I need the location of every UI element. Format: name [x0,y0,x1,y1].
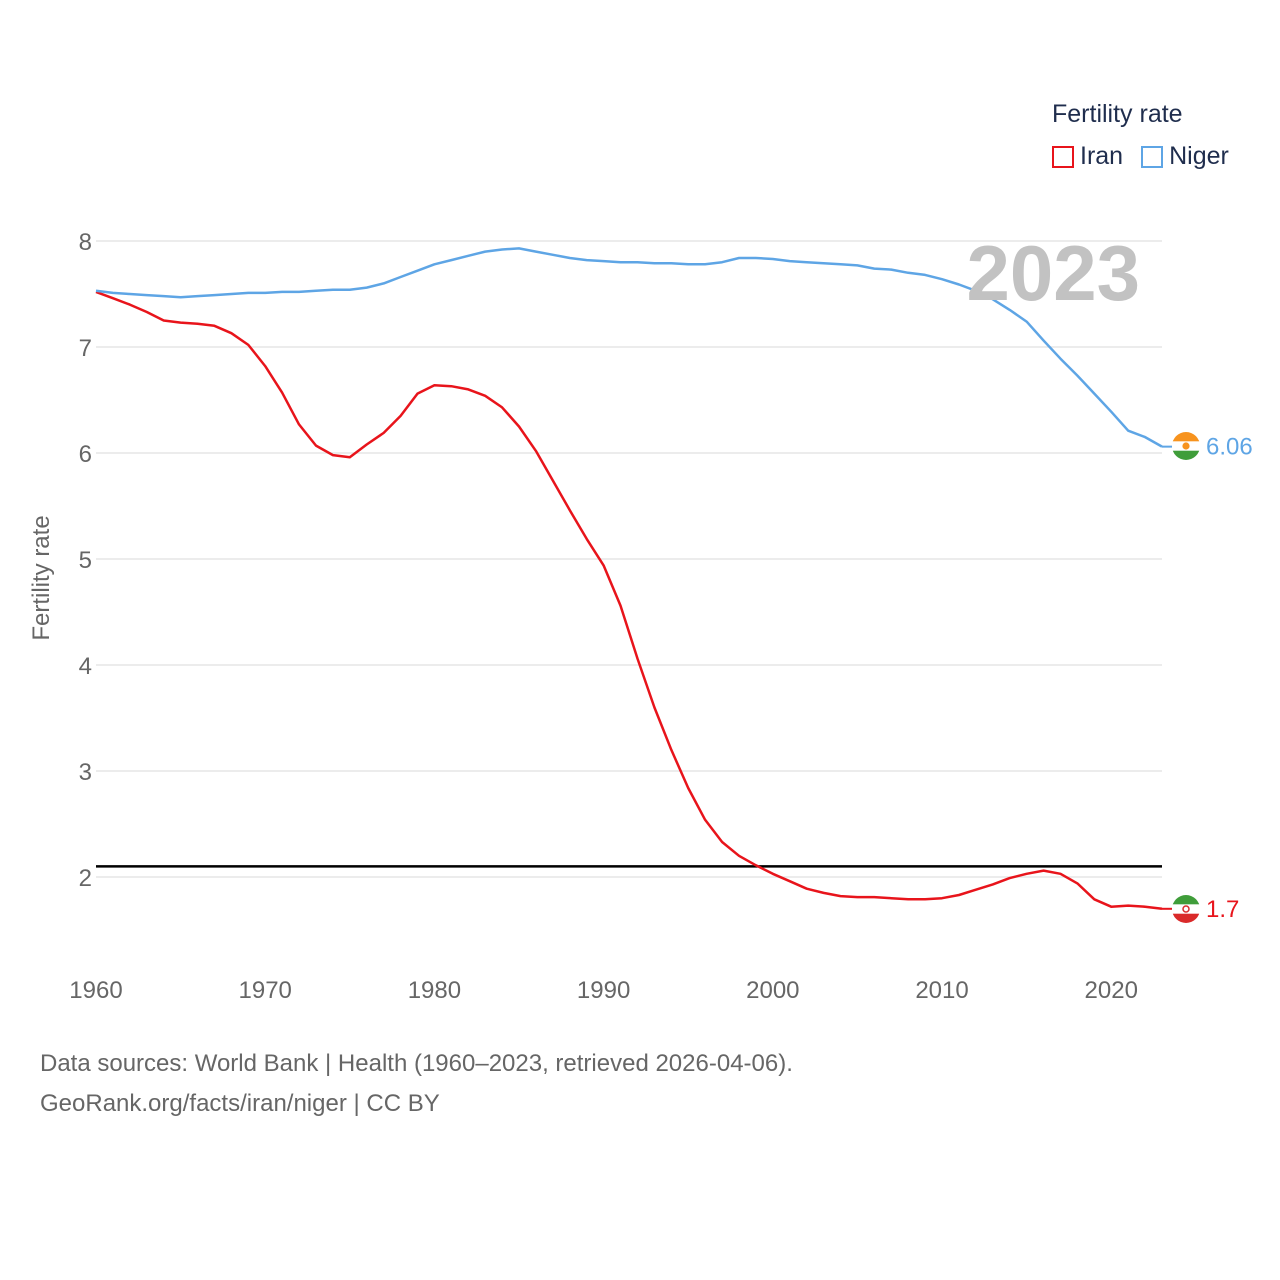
y-tick-label: 7 [79,335,92,362]
legend-title: Fertility rate [1052,100,1183,128]
series-end-labels: 1.7 6.06 [1206,434,1253,923]
y-tick-label: 6 [79,441,92,468]
y-axis-ticks: 2 3 4 5 6 7 8 [79,229,92,892]
end-label-iran: 1.7 [1206,896,1239,923]
series-line-iran [95,290,1163,911]
series-lines [95,247,1172,911]
iran-flag-icon [1172,895,1200,923]
legend-swatch-niger [1141,145,1164,168]
x-tick-label: 2010 [915,977,968,1004]
legend: Iran Niger [1052,142,1247,171]
series-line-niger [95,247,1163,448]
y-axis-label: Fertility rate [28,515,55,641]
x-tick-label: 2020 [1085,977,1138,1004]
x-tick-label: 1960 [69,977,122,1004]
year-watermark: 2023 [966,229,1140,317]
end-label-niger: 6.06 [1206,434,1253,461]
footer: Data sources: World Bank | Health (1960–… [40,1044,793,1124]
x-tick-label: 2000 [746,977,799,1004]
y-tick-label: 3 [79,759,92,786]
legend-item-niger[interactable]: Niger [1141,142,1229,171]
legend-label-iran: Iran [1080,142,1124,170]
legend-item-iran[interactable]: Iran [1052,142,1123,171]
x-tick-label: 1990 [577,977,630,1004]
niger-flag-icon [1172,432,1200,460]
footer-attribution: GeoRank.org/facts/iran/niger | CC BY [40,1090,440,1117]
y-tick-label: 8 [79,229,92,256]
y-tick-label: 2 [79,865,92,892]
legend-label-niger: Niger [1169,142,1229,170]
x-tick-label: 1970 [239,977,292,1004]
footer-sources: Data sources: World Bank | Health (1960–… [40,1050,793,1077]
x-axis-ticks: 1960 1970 1980 1990 2000 2010 2020 [69,977,1138,1004]
legend-swatch-iran [1052,145,1074,168]
x-tick-label: 1980 [408,977,461,1004]
gridlines [96,240,1162,878]
y-tick-label: 5 [79,547,92,574]
y-tick-label: 4 [79,653,92,680]
